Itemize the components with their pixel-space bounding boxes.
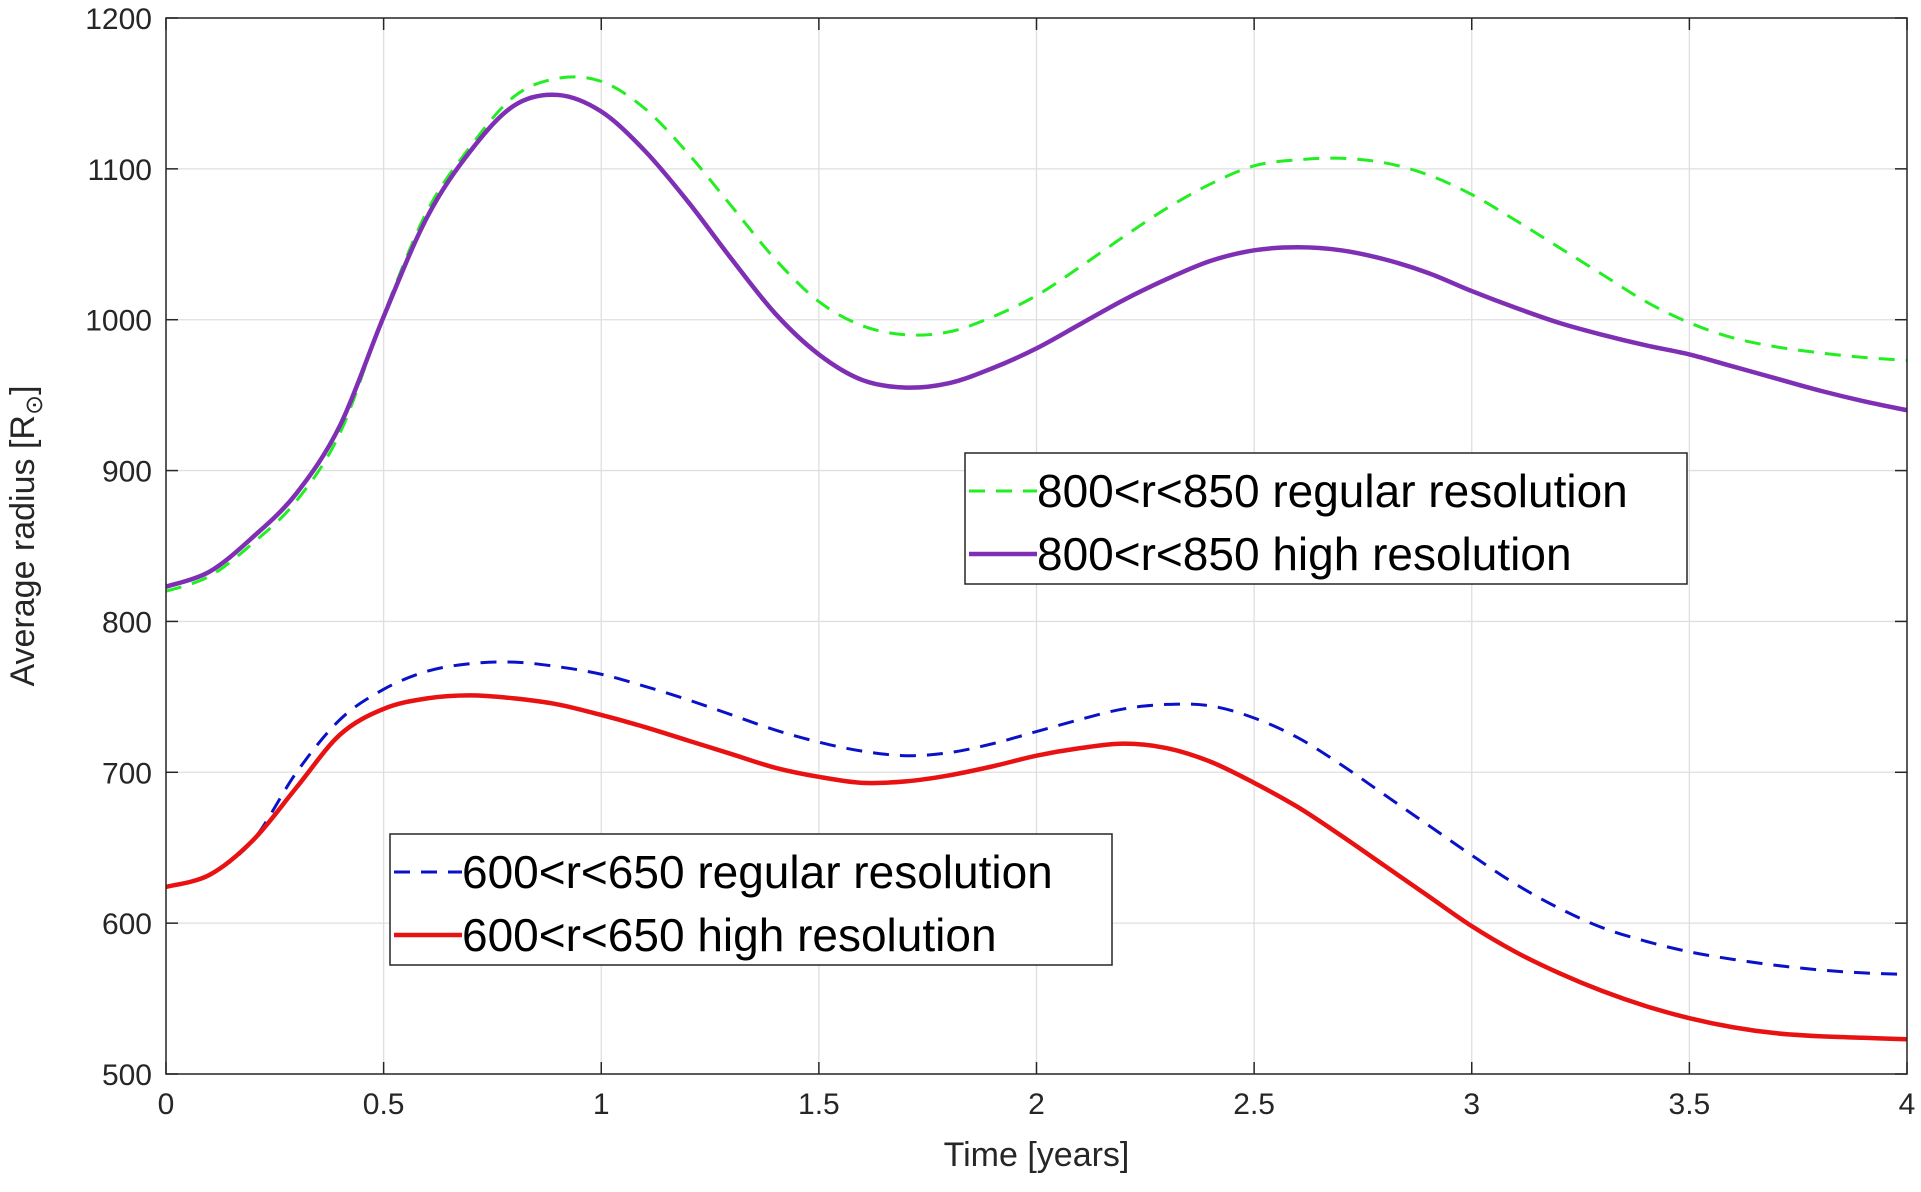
legend-box [389, 833, 1113, 966]
legend-1: 800<r<850 regular resolution 800<r<850 hi… [964, 452, 1688, 585]
legends: 800<r<850 regular resolution 800<r<850 hi… [389, 452, 1688, 966]
x-tick-label: 1.5 [798, 1088, 840, 1121]
legend-label: 600<r<650 regular resolution [462, 846, 1053, 898]
legend-label: 800<r<850 regular resolution [1037, 465, 1628, 517]
series-line-4 [165, 693, 1908, 1042]
x-tick-label: 2 [1028, 1088, 1045, 1121]
y-tick-label: 500 [102, 1059, 152, 1092]
legend-label: 600<r<650 high resolution [462, 909, 997, 961]
y-axis-label-main: Average radius [R [4, 415, 42, 687]
series-line-1 [165, 75, 1908, 593]
x-tick-label: 0.5 [363, 1088, 405, 1121]
x-tick-label: 3.5 [1669, 1088, 1711, 1121]
series-line-3 [165, 660, 1908, 976]
series-line-2 [165, 92, 1908, 589]
y-tick-label: 1000 [85, 305, 152, 338]
x-tick-label: 4 [1899, 1088, 1916, 1121]
series-group [165, 75, 1908, 1042]
x-tick-label: 0 [158, 1088, 175, 1121]
x-tick-label: 1 [593, 1088, 610, 1121]
y-axis-label-close: ] [4, 385, 42, 394]
y-tick-label: 600 [102, 908, 152, 941]
y-axis-label-subscript: ⊙ [21, 395, 48, 415]
axis-ticks: 0 0.5 1 1.5 2 2.5 3 3.5 4 500 600 700 800 900 1000 1100… [85, 3, 1915, 1121]
y-tick-label: 1100 [87, 154, 152, 187]
legend-box [964, 452, 1688, 585]
x-axis-label: Time [years] [944, 1136, 1130, 1174]
y-tick-label: 1200 [85, 3, 152, 36]
y-axis-label: Average radius [R⊙] [4, 385, 48, 686]
legend-label: 800<r<850 high resolution [1037, 528, 1572, 580]
x-tick-label: 2.5 [1233, 1088, 1275, 1121]
x-tick-label: 3 [1463, 1088, 1480, 1121]
legend-2: 600<r<650 regular resolution 600<r<650 hi… [389, 833, 1113, 966]
y-tick-label: 800 [102, 606, 152, 639]
y-tick-label: 900 [102, 456, 152, 489]
y-tick-label: 700 [102, 757, 152, 790]
